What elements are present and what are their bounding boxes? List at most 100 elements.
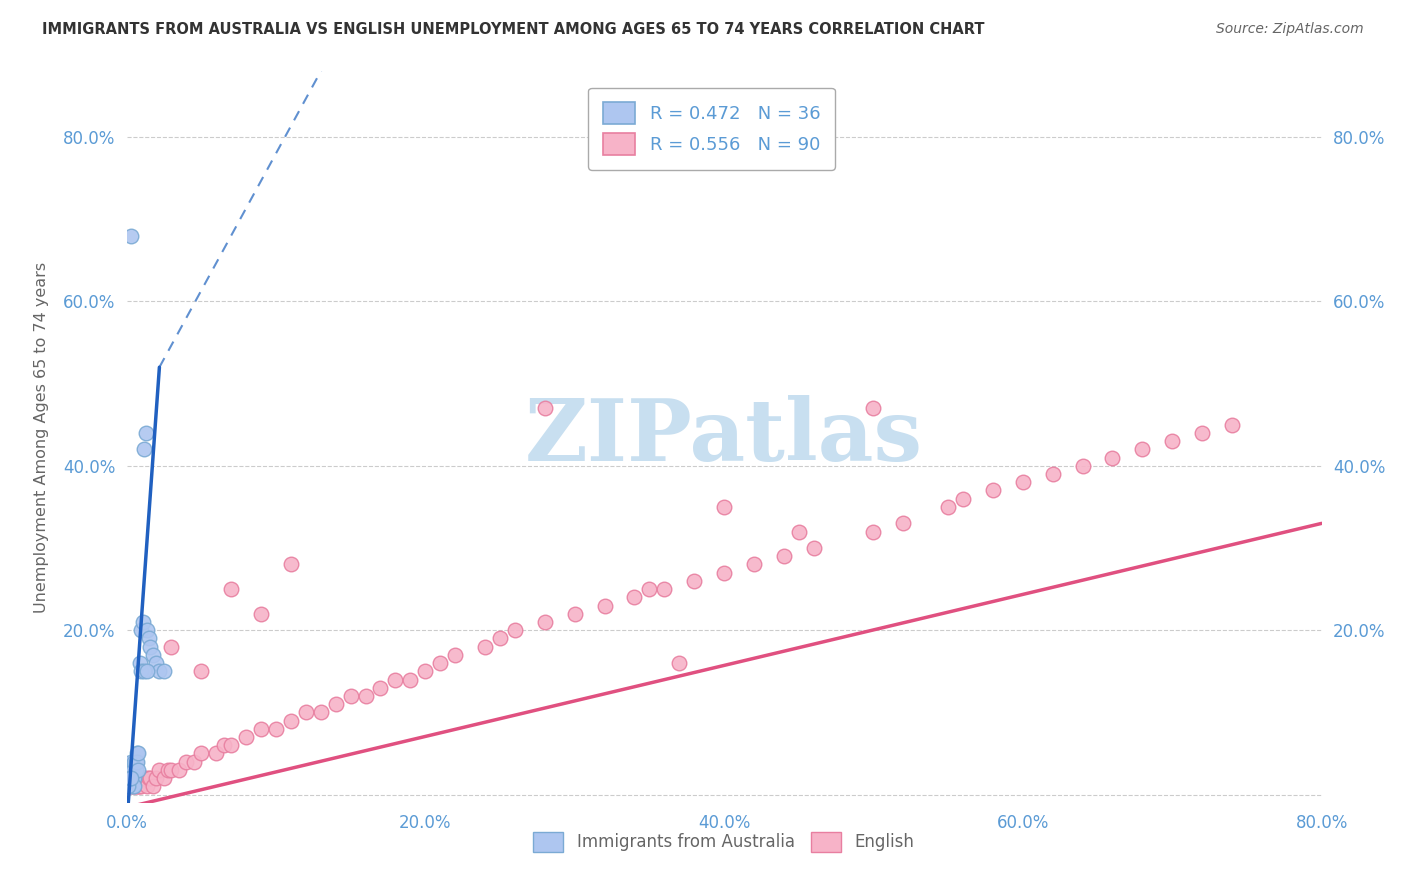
Point (134, 665, 156, 679)
Point (399, 673, 422, 687)
Point (132, 771, 155, 785)
Point (309, 706, 332, 720)
Point (122, 780, 145, 794)
Point (118, 763, 141, 777)
Point (125, 780, 148, 794)
Point (136, 665, 159, 679)
Point (190, 665, 212, 679)
Point (127, 771, 149, 785)
Point (135, 771, 157, 785)
Point (429, 656, 451, 670)
Point (1161, 434, 1184, 449)
Text: Source: ZipAtlas.com: Source: ZipAtlas.com (1216, 22, 1364, 37)
Point (683, 574, 706, 588)
Point (120, 771, 142, 785)
Point (325, 697, 347, 711)
Point (250, 607, 273, 621)
Point (174, 755, 197, 769)
Point (474, 640, 496, 654)
Point (122, 771, 145, 785)
Point (148, 763, 170, 777)
Point (134, 771, 156, 785)
Point (124, 755, 146, 769)
Point (125, 755, 148, 769)
Point (205, 747, 228, 761)
Point (160, 640, 183, 654)
Point (1130, 442, 1153, 457)
Point (160, 763, 183, 777)
Point (1101, 450, 1123, 465)
Legend: Immigrants from Australia, English: Immigrants from Australia, English (526, 823, 922, 860)
Point (122, 755, 145, 769)
Point (339, 689, 361, 703)
Point (668, 656, 690, 670)
Point (952, 491, 974, 506)
Point (121, 771, 143, 785)
Point (1191, 425, 1213, 440)
Point (803, 541, 825, 555)
Point (1042, 467, 1064, 481)
Point (652, 582, 675, 596)
Point (534, 615, 557, 629)
Point (1071, 458, 1094, 473)
Point (125, 771, 148, 785)
Point (118, 780, 141, 794)
Point (138, 632, 160, 646)
Point (124, 763, 146, 777)
Point (370, 681, 392, 695)
Point (129, 780, 152, 794)
Point (280, 714, 302, 728)
Point (893, 516, 915, 531)
Point (167, 763, 190, 777)
Point (117, 780, 139, 794)
Point (135, 425, 157, 440)
Point (118, 771, 141, 785)
Point (713, 500, 735, 514)
Point (136, 624, 159, 638)
Point (117, 771, 139, 785)
Point (125, 747, 148, 761)
Point (118, 771, 141, 785)
Point (235, 730, 257, 744)
Point (120, 780, 142, 794)
Point (183, 755, 205, 769)
Point (742, 558, 765, 572)
Point (787, 524, 810, 539)
Point (131, 771, 153, 785)
Point (936, 500, 959, 514)
Point (121, 780, 143, 794)
Point (120, 771, 142, 785)
Point (124, 780, 146, 794)
Point (444, 648, 467, 662)
Point (157, 763, 180, 777)
Point (564, 607, 586, 621)
Point (136, 780, 159, 794)
Point (129, 656, 152, 670)
Point (132, 615, 155, 629)
Point (638, 582, 661, 596)
Point (250, 722, 273, 736)
Point (190, 747, 212, 761)
Point (862, 401, 884, 416)
Point (1011, 475, 1033, 490)
Point (120, 228, 142, 243)
Point (122, 771, 145, 785)
Point (121, 780, 143, 794)
Point (139, 771, 162, 785)
Point (773, 549, 796, 564)
Point (219, 739, 242, 753)
Point (139, 640, 162, 654)
Point (212, 739, 235, 753)
Point (1220, 417, 1243, 432)
Point (384, 673, 406, 687)
Point (354, 689, 377, 703)
Point (120, 755, 142, 769)
Point (127, 763, 149, 777)
Point (131, 780, 153, 794)
Point (623, 591, 645, 605)
Point (124, 771, 146, 785)
Point (219, 582, 242, 596)
Point (981, 483, 1004, 498)
Point (148, 665, 170, 679)
Point (121, 771, 143, 785)
